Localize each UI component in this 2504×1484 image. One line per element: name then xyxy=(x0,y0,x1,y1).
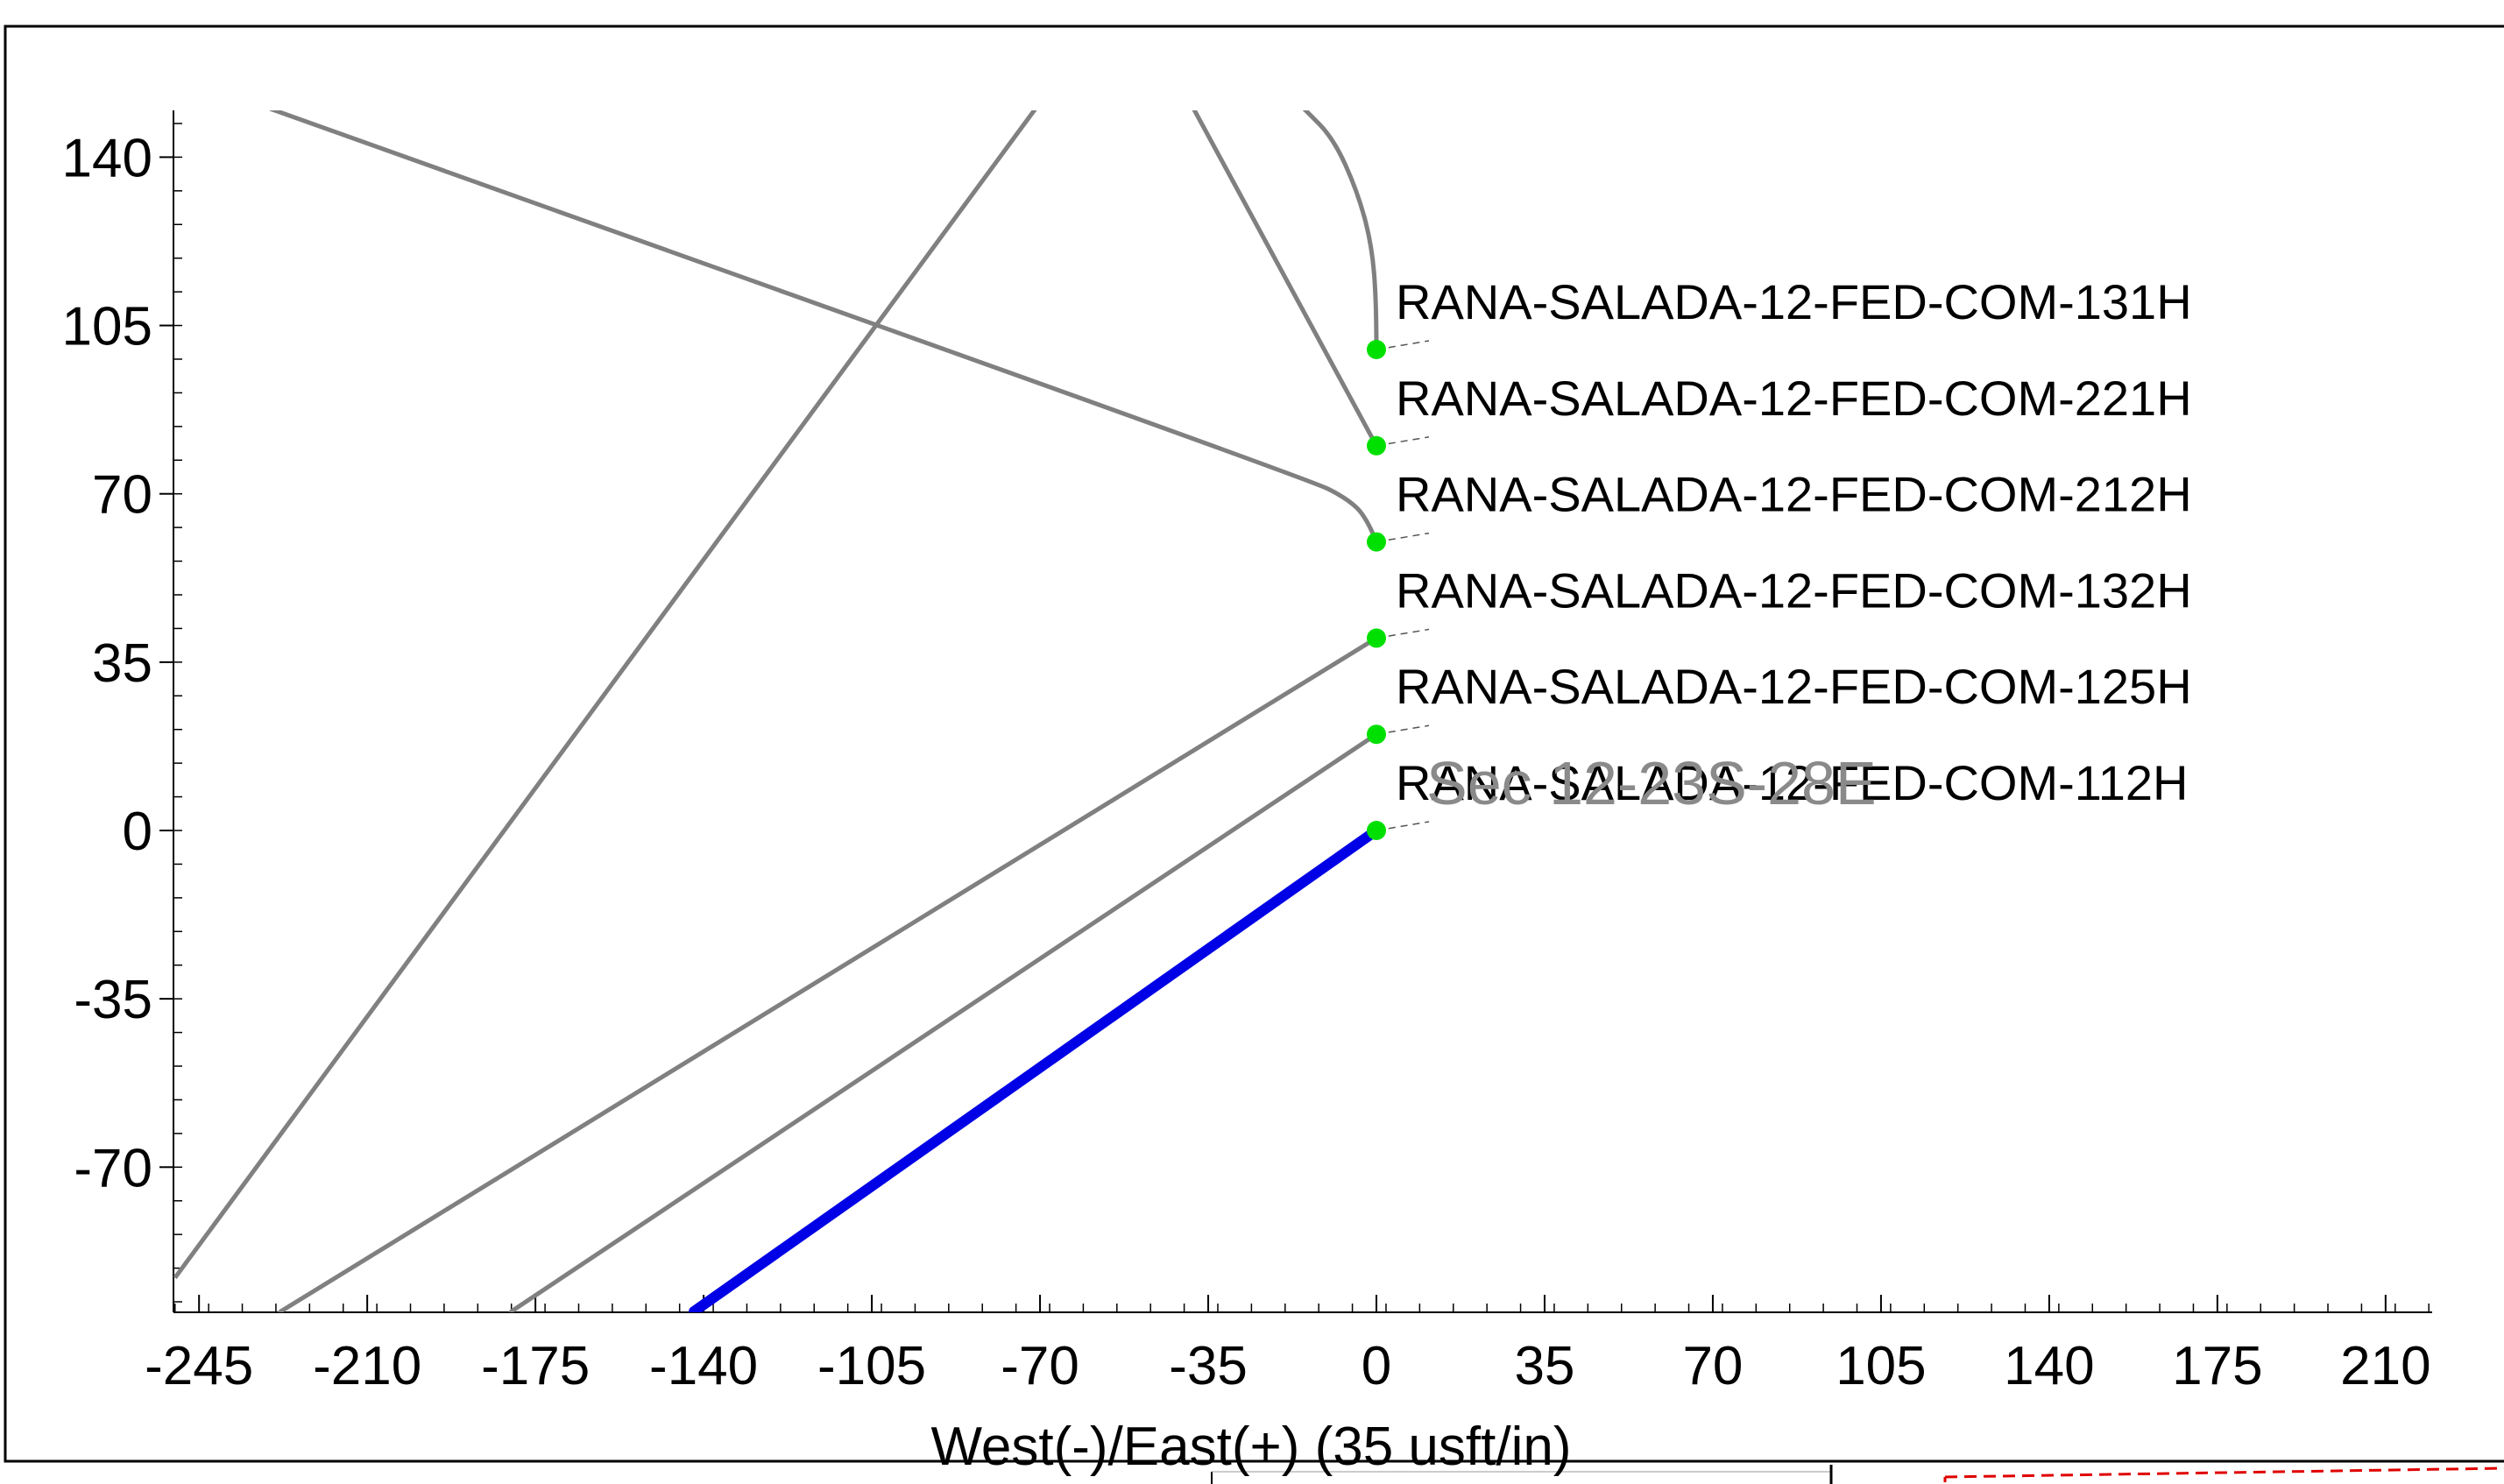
x-tick-label: 175 xyxy=(2172,1336,2262,1396)
y-tick-label: 105 xyxy=(62,297,152,357)
x-tick-label: 70 xyxy=(1682,1336,1743,1396)
x-tick-label: 0 xyxy=(1362,1336,1391,1396)
offset-well-path xyxy=(173,110,1037,1280)
surface-location-marker xyxy=(1367,821,1386,840)
x-tick-label: -245 xyxy=(145,1336,253,1396)
surface-location-marker xyxy=(1367,628,1386,648)
chart-frame xyxy=(4,25,2504,1463)
label-leader xyxy=(1376,821,1430,831)
well-path-rana-salada-12-fed-com-221h xyxy=(1192,110,1379,449)
surface-location-marker xyxy=(1367,724,1386,745)
x-tick-label: -175 xyxy=(481,1336,590,1396)
label-leader xyxy=(1376,436,1430,447)
y-tick-label: 140 xyxy=(62,128,152,188)
well-path-rana-salada-12-fed-com-132h xyxy=(278,635,1379,1312)
well-paths xyxy=(173,110,1382,1312)
label-leader xyxy=(1376,532,1430,543)
x-axis-title: West(-)/East(+) (35 usft/in) xyxy=(931,1417,1572,1477)
y-tick-label: 35 xyxy=(92,633,152,694)
x-tick-label: -140 xyxy=(649,1336,758,1396)
x-tick-label: -70 xyxy=(1001,1336,1079,1396)
surface-location-marker xyxy=(1367,435,1386,456)
x-tick-label: -35 xyxy=(1169,1336,1248,1396)
well-path-rana-salada-12-fed-com-212h xyxy=(269,110,1379,545)
well-label: RANA-SALADA-12-FED-COM-221H xyxy=(1396,371,2192,426)
x-tick-label: 140 xyxy=(2004,1336,2094,1396)
axes: -245 -210 -175 -140 -105 -70 -35 0 35 70 105 140 175… xyxy=(62,110,2432,1396)
well-label: RANA-SALADA-12-FED-COM-112H xyxy=(1396,755,2188,810)
label-leader xyxy=(1376,724,1430,735)
well-path-rana-salada-12-fed-com-112h xyxy=(689,825,1382,1312)
well-label: RANA-SALADA-12-FED-COM-125H xyxy=(1396,659,2192,714)
section-label: Sec 12-23S-28E xyxy=(1426,749,1877,817)
lease-boundary-dashed xyxy=(1944,1466,2504,1479)
well-label: RANA-SALADA-12-FED-COM-131H xyxy=(1396,274,2192,329)
well-path-rana-salada-12-fed-com-131h xyxy=(1302,110,1379,352)
y-tick-label: 70 xyxy=(92,465,152,526)
x-tick-label: -105 xyxy=(817,1336,926,1396)
y-tick-label: 0 xyxy=(123,802,152,862)
label-leader xyxy=(1376,340,1430,350)
well-labels: RANA-SALADA-12-FED-COM-131H RANA-SALADA-1… xyxy=(1367,274,2192,840)
x-tick-label: 105 xyxy=(1836,1336,1926,1396)
well-label: RANA-SALADA-12-FED-COM-132H xyxy=(1396,562,2192,618)
x-tick-label: 35 xyxy=(1514,1336,1574,1396)
x-tick-label: 210 xyxy=(2340,1336,2430,1396)
x-tick-label: -210 xyxy=(313,1336,421,1396)
y-tick-label: -70 xyxy=(74,1138,152,1198)
page-remnant xyxy=(1211,1465,2504,1484)
well-path-rana-salada-12-fed-com-125h xyxy=(509,731,1379,1312)
surface-location-marker xyxy=(1367,532,1386,552)
y-tick-label: -35 xyxy=(74,970,152,1030)
well-label: RANA-SALADA-12-FED-COM-212H xyxy=(1396,467,2192,522)
label-leader xyxy=(1376,628,1430,640)
surface-location-marker xyxy=(1367,340,1386,359)
